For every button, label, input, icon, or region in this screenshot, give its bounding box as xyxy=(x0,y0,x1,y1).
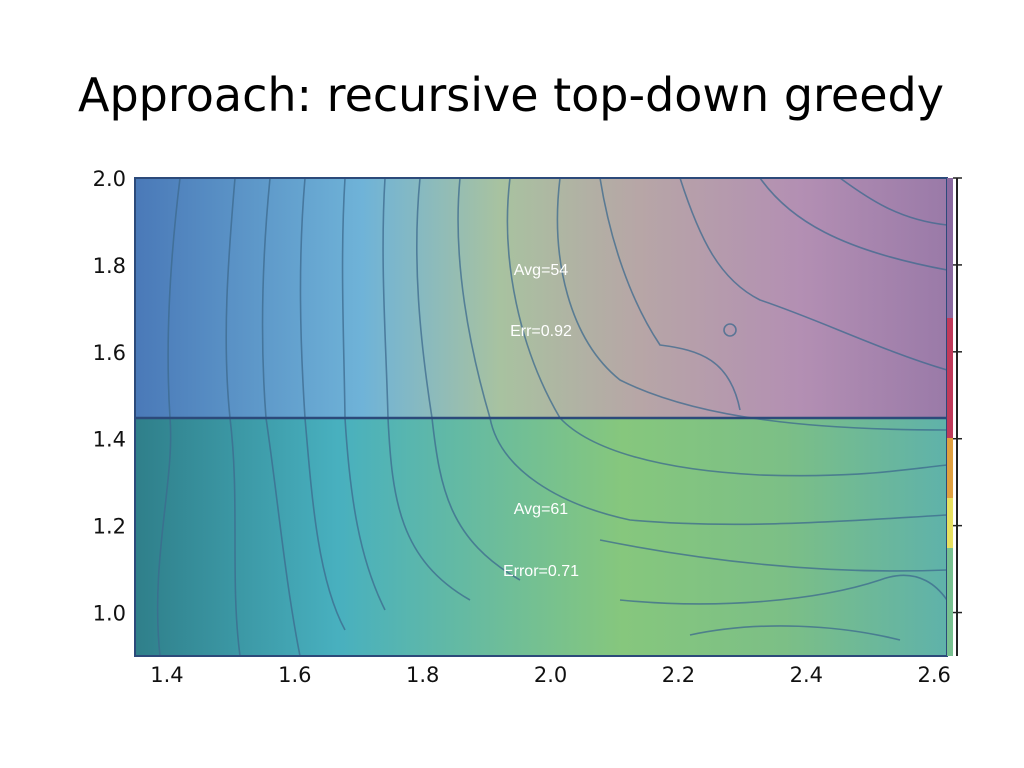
region-upper-labels: Avg=54 Err=0.92 xyxy=(510,262,572,340)
x-tick-label: 2.4 xyxy=(790,663,823,687)
y-tick-label: 1.0 xyxy=(93,602,126,626)
lower-err-label: Error=0.71 xyxy=(503,563,579,580)
y-tick-label: 1.6 xyxy=(93,341,126,365)
upper-err-label: Err=0.92 xyxy=(510,323,572,340)
slide-title: Approach: recursive top-down greedy xyxy=(78,68,944,122)
x-tick-label: 2.0 xyxy=(534,663,567,687)
x-tick-label: 2.2 xyxy=(662,663,695,687)
x-tick-label: 1.6 xyxy=(278,663,311,687)
colorbar xyxy=(947,178,958,656)
upper-avg-label: Avg=54 xyxy=(514,262,569,279)
y-tick-label: 1.4 xyxy=(93,428,126,452)
y-tick-label: 2.0 xyxy=(93,167,126,191)
y-tick-label: 1.2 xyxy=(93,515,126,539)
y-tick-label: 1.8 xyxy=(93,254,126,278)
x-tick-label: 2.6 xyxy=(918,663,951,687)
region-lower-labels: Avg=61 Error=0.71 xyxy=(503,501,579,580)
lower-avg-label: Avg=61 xyxy=(514,501,569,518)
axis-ticks: 1.4 1.6 1.8 2.0 2.2 2.4 2.6 2.0 1.8 1.6 1.4 1.2 1.0 xyxy=(93,167,962,687)
x-tick-label: 1.4 xyxy=(150,663,183,687)
x-tick-label: 1.8 xyxy=(406,663,439,687)
